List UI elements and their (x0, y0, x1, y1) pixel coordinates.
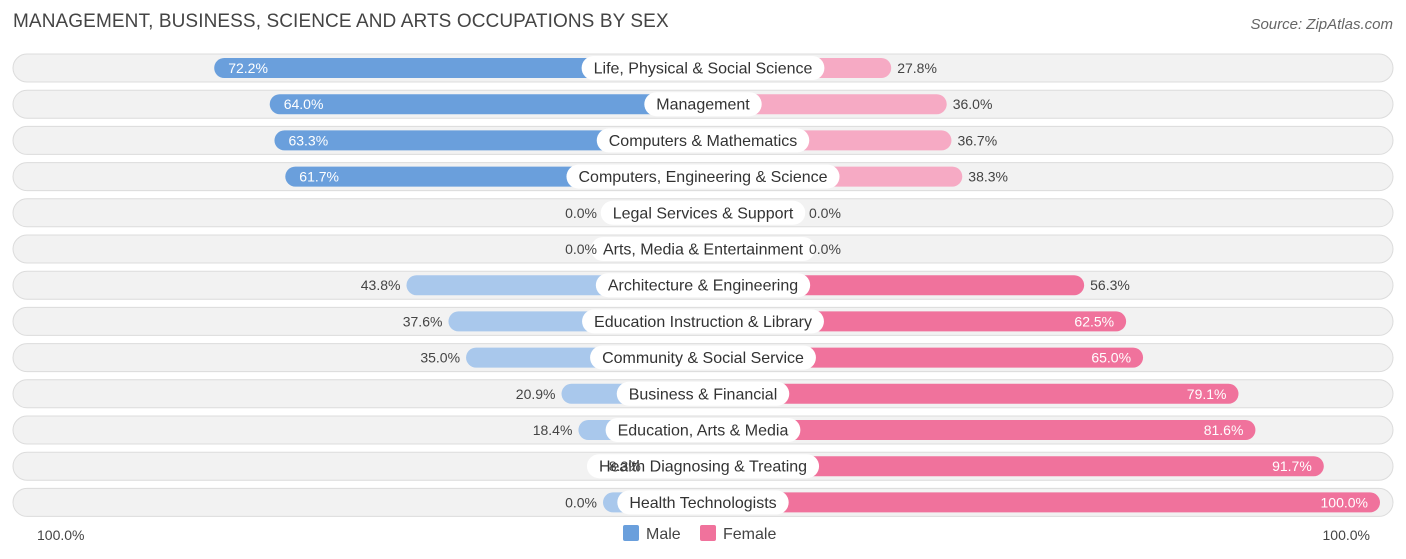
category-label: Management (656, 97, 750, 114)
male-value-label: 63.3% (288, 132, 328, 148)
category-label-pill (566, 164, 840, 189)
category-label-pill (616, 381, 790, 406)
female-value-label: 36.7% (957, 132, 997, 148)
chart-row: Management 64.0% 36.0% (12, 89, 1394, 119)
female-value-label: 56.3% (1090, 277, 1130, 293)
male-value-label: 72.2% (228, 60, 268, 76)
chart-row: Computers & Mathematics 63.3% 36.7% (12, 125, 1394, 155)
female-value-label: 0.0% (809, 241, 841, 257)
female-value-label: 65.0% (1091, 350, 1131, 366)
category-label-pill (617, 490, 789, 515)
male-value-label: 35.0% (420, 350, 460, 366)
female-bar (703, 420, 1256, 440)
male-bar (269, 94, 703, 115)
axis-max-label: 100.0% (1323, 527, 1370, 543)
axis-min-label: 100.0% (37, 527, 84, 543)
category-label: Education Instruction & Library (594, 314, 812, 331)
legend-male-label: Male (646, 526, 681, 543)
female-value-label: 38.3% (968, 169, 1008, 185)
male-value-label: 20.9% (516, 386, 556, 402)
chart-row: Life, Physical & Social Science 72.2% 27.8… (12, 53, 1394, 83)
chart-row: Business & Financial 20.9% 79.1% (12, 379, 1394, 409)
chart-row: Architecture & Engineering 43.8% 56.3% (12, 270, 1394, 300)
female-value-label: 0.0% (809, 205, 841, 221)
category-label-pill (582, 309, 824, 334)
chart-row: Health Technologists 0.0% 100.0% (12, 487, 1394, 517)
category-label: Business & Financial (629, 386, 778, 403)
chart-row: Education, Arts & Media 18.4% 81.6% (12, 415, 1394, 445)
female-bar (703, 456, 1324, 477)
legend-male-swatch (623, 525, 639, 541)
category-label: Computers, Engineering & Science (578, 169, 827, 186)
category-label-pill (586, 454, 820, 479)
female-value-label: 27.8% (897, 60, 937, 76)
category-label: Legal Services & Support (613, 205, 794, 222)
source-label: Source: ZipAtlas.com (1250, 16, 1393, 33)
category-label: Education, Arts & Media (618, 423, 789, 440)
male-value-label: 18.4% (533, 422, 573, 438)
category-label: Community & Social Service (602, 350, 804, 367)
female-bar (703, 383, 1239, 404)
chart-row: Education Instruction & Library 37.6% 62.5… (12, 306, 1394, 336)
female-value-label: 100.0% (1321, 494, 1368, 510)
category-label-pill (595, 273, 811, 298)
male-value-label: 43.8% (361, 277, 401, 293)
male-value-label: 61.7% (299, 169, 339, 185)
category-label-pill (644, 92, 762, 117)
female-bar (703, 492, 1380, 513)
female-bar (703, 94, 947, 115)
category-label-pill (590, 345, 816, 370)
chart-row: Arts, Media & Entertainment 0.0% 0.0% (12, 234, 1394, 264)
chart-row: Community & Social Service 35.0% 65.0% (12, 343, 1394, 373)
male-value-label: 0.0% (565, 205, 597, 221)
male-bar (274, 130, 703, 151)
category-label: Health Technologists (629, 495, 776, 512)
chart-row: Computers, Engineering & Science 61.7% 38.… (12, 162, 1394, 192)
category-label: Arts, Media & Entertainment (603, 242, 804, 259)
male-bar (214, 58, 703, 78)
male-value-label: 37.6% (403, 313, 443, 329)
female-value-label: 62.5% (1074, 313, 1114, 329)
category-label: Computers & Mathematics (609, 133, 798, 150)
chart-title: MANAGEMENT, BUSINESS, SCIENCE AND ARTS O… (13, 11, 669, 32)
chart-row: Legal Services & Support 0.0% 0.0% (12, 198, 1394, 228)
category-label-pill (596, 128, 810, 153)
female-value-label: 79.1% (1187, 386, 1227, 402)
female-value-label: 36.0% (953, 96, 993, 112)
category-label-pill (590, 237, 816, 261)
legend-female-swatch (700, 525, 716, 541)
male-value-label: 8.3% (609, 458, 641, 474)
category-label: Architecture & Engineering (608, 278, 798, 295)
category-label-pill (581, 56, 825, 80)
category-label-pill (605, 418, 801, 442)
category-label-pill (600, 200, 806, 225)
male-value-label: 64.0% (284, 96, 324, 112)
category-label: Health Diagnosing & Treating (599, 459, 807, 476)
female-value-label: 91.7% (1272, 458, 1312, 474)
legend-female-label: Female (723, 526, 776, 543)
female-value-label: 81.6% (1204, 422, 1244, 438)
legend: Male Female (623, 525, 776, 543)
male-value-label: 0.0% (565, 241, 597, 257)
male-value-label: 0.0% (565, 494, 597, 510)
category-label: Life, Physical & Social Science (594, 61, 813, 78)
